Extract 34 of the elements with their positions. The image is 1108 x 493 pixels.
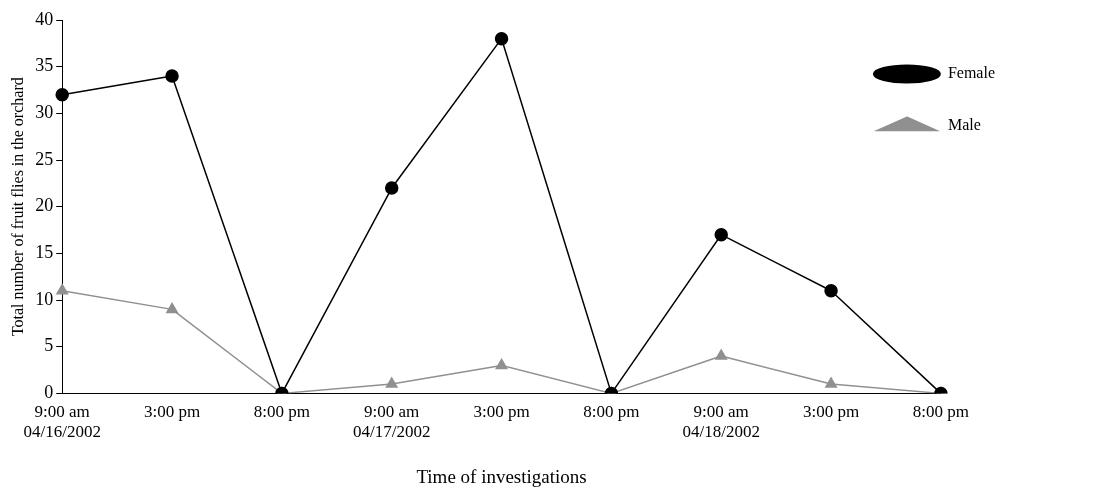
y-axis-title: Total number of fruit flies in the orchard	[8, 77, 26, 337]
y-tick-label: 5	[44, 335, 54, 356]
x-tick-label: 3:00 pm	[473, 402, 530, 422]
x-tick-label: 8:00 pm	[912, 402, 970, 422]
x-tick-label: 9:00 am 04/16/2002	[23, 402, 101, 442]
y-tick-label: 20	[35, 195, 54, 216]
x-tick-label: 8:00 pm	[253, 402, 310, 422]
x-tick-label: 3:00 pm	[143, 402, 201, 422]
x-tick-label: 9:00 am 04/17/2002	[352, 402, 431, 442]
x-tick-label: 8:00 pm	[583, 402, 640, 422]
x-tick-label: 3:00 pm	[802, 402, 860, 422]
point	[165, 69, 179, 83]
y-tick-label: 30	[35, 102, 54, 123]
y-tick-label: 0	[44, 382, 54, 403]
x-axis-title: Time of investigations	[416, 465, 587, 487]
point	[824, 283, 838, 298]
y-tick-label: 10	[35, 288, 54, 309]
point	[715, 349, 728, 360]
legend-label: Female	[947, 64, 995, 82]
point	[714, 227, 728, 242]
point	[384, 181, 399, 195]
legend-label: Male	[947, 116, 981, 134]
point	[825, 377, 838, 388]
y-tick-label: 15	[35, 242, 54, 263]
y-tick-label: 25	[35, 148, 54, 169]
y-tick-label: 35	[35, 55, 54, 76]
point	[495, 358, 508, 370]
point	[56, 283, 69, 295]
y-tick-label: 40	[35, 8, 54, 29]
point	[385, 377, 398, 388]
point	[494, 31, 509, 46]
x-tick-label: 9:00 am 04/18/2002	[682, 402, 760, 442]
point	[166, 302, 178, 314]
point	[55, 87, 69, 102]
